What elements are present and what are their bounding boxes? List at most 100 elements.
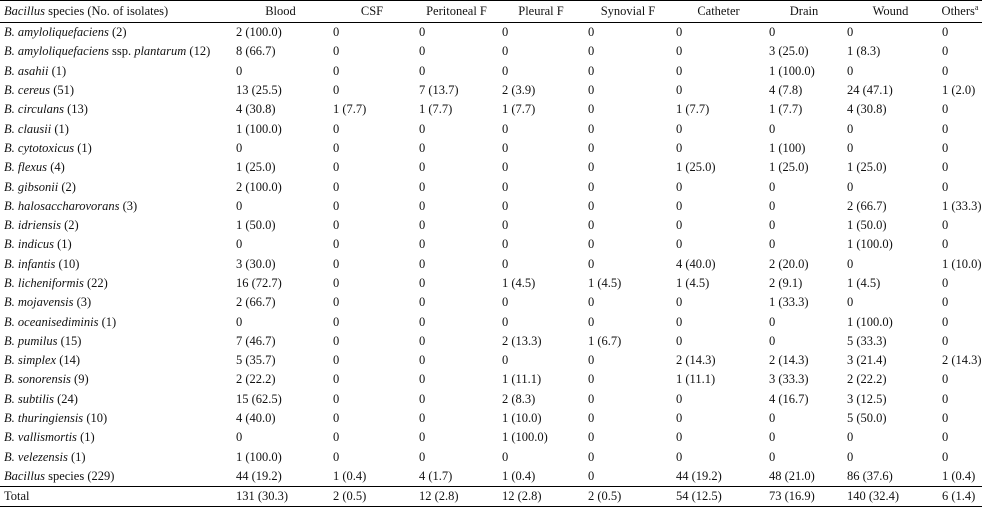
cell-synovial: 0 bbox=[588, 63, 595, 78]
cell-drain: 0 bbox=[769, 333, 776, 348]
cell-wound: 2 (66.7) bbox=[847, 198, 887, 213]
cell-csf: 0 bbox=[333, 449, 340, 464]
cell-csf: 0 bbox=[333, 276, 340, 290]
cell-catheter: 0 bbox=[676, 121, 683, 136]
cell-blood: 16 (72.7) bbox=[236, 276, 282, 290]
header-catheter: Catheter bbox=[697, 4, 740, 18]
species-name: sonorensis bbox=[17, 372, 71, 387]
cell-wound: 1 (4.5) bbox=[847, 276, 881, 290]
cell-csf: 0 bbox=[333, 179, 340, 194]
header-pleural: Pleural F bbox=[518, 4, 564, 18]
cell-wound: 0 bbox=[847, 140, 854, 155]
table-row: B. flexus (4) 1 (25.0) 0 0 0 0 1 (25.0) 1 (25.0… bbox=[0, 158, 982, 177]
species-suffix: (9) bbox=[70, 372, 89, 387]
cell-csf: 0 bbox=[333, 121, 340, 136]
species-cell: B. velezensis (1) bbox=[0, 448, 232, 467]
header-species-genus: Bacillus bbox=[4, 4, 45, 18]
cell-drain: 1 (7.7) bbox=[769, 102, 803, 117]
cell-drain: 1 (25.0) bbox=[769, 160, 809, 175]
cell-peritoneal: 1 (7.7) bbox=[419, 102, 453, 117]
cell-synovial: 0 bbox=[588, 295, 595, 310]
total-drain: 73 (16.9) bbox=[769, 489, 815, 504]
species-name: clausii bbox=[17, 121, 52, 136]
cell-drain: 2 (9.1) bbox=[769, 276, 803, 290]
species-genus: B. bbox=[4, 44, 15, 59]
species-cell: B. sonorensis (9) bbox=[0, 370, 232, 389]
cell-drain: 2 (20.0) bbox=[769, 256, 809, 271]
cell-blood: 7 (46.7) bbox=[236, 333, 276, 348]
cell-blood: 44 (19.2) bbox=[236, 468, 282, 483]
species-suffix: (3) bbox=[73, 295, 92, 310]
cell-catheter: 0 bbox=[676, 83, 683, 98]
table-body: B. amyloliquefaciens (2) 2 (100.0) 0 0 0 0 0 0 0… bbox=[0, 23, 982, 507]
table-row: B. simplex (14) 5 (35.7) 0 0 0 0 2 (14.3) 2 (14… bbox=[0, 351, 982, 370]
cell-pleural: 0 bbox=[502, 44, 509, 59]
cell-synovial: 0 bbox=[588, 160, 595, 175]
cell-synovial: 0 bbox=[588, 179, 595, 194]
cell-peritoneal: 0 bbox=[419, 372, 426, 387]
cell-others: 0 bbox=[942, 237, 949, 252]
cell-blood: 0 bbox=[236, 430, 243, 445]
cell-catheter: 0 bbox=[676, 44, 683, 59]
cell-catheter: 4 (40.0) bbox=[676, 256, 716, 271]
header-wound: Wound bbox=[872, 4, 909, 18]
cell-peritoneal: 7 (13.7) bbox=[419, 83, 459, 98]
species-name: vallismortis bbox=[17, 430, 77, 445]
species-genus: B. bbox=[4, 449, 15, 464]
cell-pleural: 0 bbox=[502, 179, 509, 194]
species-suffix: (3) bbox=[119, 198, 138, 213]
cell-drain: 0 bbox=[769, 449, 776, 464]
cell-peritoneal: 4 (1.7) bbox=[419, 468, 453, 483]
total-label: Total bbox=[4, 489, 30, 504]
total-csf: 2 (0.5) bbox=[333, 489, 367, 504]
cell-synovial: 0 bbox=[588, 430, 595, 445]
species-suffix: species (229) bbox=[44, 468, 115, 483]
header-others: Othersa bbox=[938, 1, 982, 23]
cell-blood: 3 (30.0) bbox=[236, 256, 276, 271]
species-cell: B. amyloliquefaciens (2) bbox=[0, 23, 232, 43]
cell-others: 0 bbox=[942, 63, 949, 78]
species-suffix: (22) bbox=[83, 276, 108, 290]
cell-peritoneal: 0 bbox=[419, 391, 426, 406]
cell-pleural: 0 bbox=[502, 314, 509, 329]
cell-pleural: 0 bbox=[502, 353, 509, 368]
species-name: asahii bbox=[17, 63, 49, 78]
cell-pleural: 0 bbox=[502, 121, 509, 136]
species-suffix: (51) bbox=[50, 83, 75, 98]
species-suffix: (2) bbox=[60, 218, 79, 233]
cell-wound: 3 (12.5) bbox=[847, 391, 887, 406]
cell-pleural: 0 bbox=[502, 63, 509, 78]
cell-drain: 4 (16.7) bbox=[769, 391, 809, 406]
species-name: gibsonii bbox=[17, 179, 59, 194]
total-others: 6 (1.4) bbox=[942, 489, 976, 504]
cell-catheter: 0 bbox=[676, 449, 683, 464]
cell-catheter: 0 bbox=[676, 314, 683, 329]
species-cell: B. licheniformis (22) bbox=[0, 274, 232, 293]
species-name: velezensis bbox=[17, 449, 68, 464]
cell-csf: 1 (0.4) bbox=[333, 468, 367, 483]
cell-peritoneal: 0 bbox=[419, 295, 426, 310]
cell-pleural: 0 bbox=[502, 237, 509, 252]
total-catheter: 54 (12.5) bbox=[676, 489, 722, 504]
table-row: B. gibsonii (2) 2 (100.0) 0 0 0 0 0 0 0 0 bbox=[0, 177, 982, 196]
cell-wound: 1 (25.0) bbox=[847, 160, 887, 175]
cell-drain: 0 bbox=[769, 218, 776, 233]
cell-catheter: 0 bbox=[676, 179, 683, 194]
header-others-text: Others bbox=[941, 4, 975, 18]
species-name: cytotoxicus bbox=[17, 140, 75, 155]
cell-synovial: 0 bbox=[588, 218, 595, 233]
species-name: oceanisediminis bbox=[17, 314, 99, 329]
species-subspecies: plantarum bbox=[134, 44, 187, 59]
species-genus: B. bbox=[4, 179, 15, 194]
cell-catheter: 0 bbox=[676, 333, 683, 348]
cell-catheter: 0 bbox=[676, 63, 683, 78]
cell-others: 0 bbox=[942, 295, 949, 310]
cell-synovial: 0 bbox=[588, 237, 595, 252]
cell-blood: 1 (50.0) bbox=[236, 218, 276, 233]
cell-drain: 4 (7.8) bbox=[769, 83, 803, 98]
species-name: subtilis bbox=[17, 391, 55, 406]
cell-pleural: 1 (11.1) bbox=[502, 372, 542, 387]
total-peritoneal: 12 (2.8) bbox=[419, 489, 459, 504]
species-name: thuringiensis bbox=[17, 411, 84, 426]
species-genus: B. bbox=[4, 411, 15, 426]
